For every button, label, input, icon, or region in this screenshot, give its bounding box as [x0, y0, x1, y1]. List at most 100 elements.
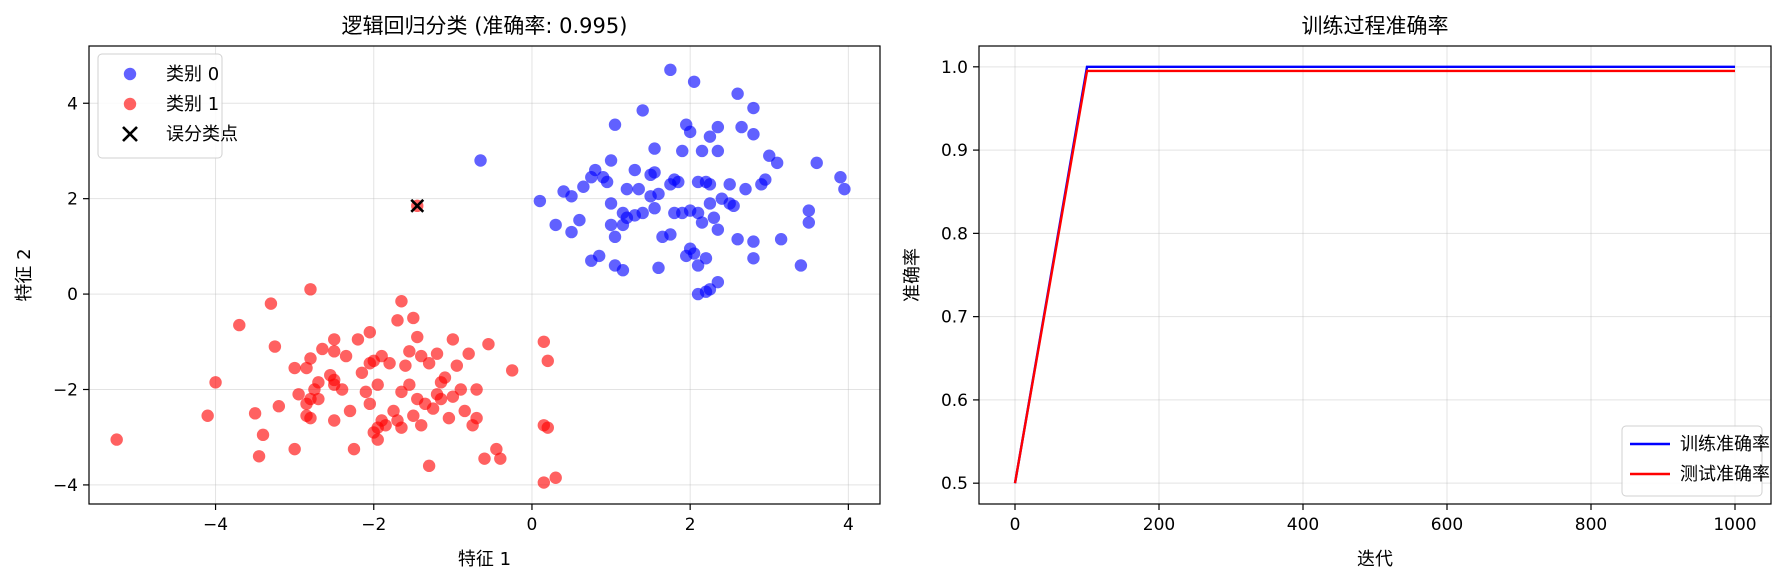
line-marks — [1013, 65, 1735, 484]
line-title: 训练过程准确率 — [1302, 14, 1449, 38]
class-0-point-90 — [715, 192, 728, 205]
class-1-point-25 — [383, 357, 396, 370]
scatter-marks — [110, 63, 851, 489]
class-1-point-58 — [458, 404, 471, 418]
class-0-point-39 — [577, 180, 590, 193]
class-1-point-71 — [466, 419, 479, 432]
class-1-point-70 — [415, 419, 428, 432]
class-0-point-4 — [636, 104, 649, 117]
class-0-point-84 — [691, 259, 705, 272]
class-1-point-92 — [450, 359, 464, 372]
line-x-tick-label-4: 800 — [1575, 515, 1607, 535]
class-1-point-39 — [308, 383, 321, 396]
class-1-point-74 — [256, 428, 270, 442]
class-0-point-76 — [680, 249, 693, 263]
scatter-legend-item-0: 类别 0 — [123, 64, 219, 85]
series-line-1 — [1013, 69, 1735, 484]
class-0-point-83 — [652, 261, 665, 275]
line-y-tick-label-5: 1.0 — [941, 58, 968, 78]
class-1-point-42 — [395, 385, 408, 399]
class-0-point-61 — [676, 206, 689, 220]
class-0-point-17 — [810, 156, 823, 170]
line-legend-label-1: 测试准确率 — [1680, 464, 1770, 485]
class-1-point-27 — [422, 357, 436, 370]
class-1-point-79 — [347, 442, 361, 456]
class-0-point-78 — [747, 252, 760, 265]
class-0-point-73 — [608, 230, 622, 244]
class-0-point-37 — [834, 170, 847, 184]
line-y-axis-label: 准确率 — [902, 248, 923, 302]
scatter-legend-item-2: 误分类点 — [122, 124, 238, 145]
class-0-point-51 — [691, 206, 705, 220]
class-0-point-42 — [632, 182, 645, 196]
class-1-point-1 — [395, 295, 408, 308]
class-0-point-44 — [739, 182, 752, 196]
class-0-point-9 — [703, 130, 717, 143]
line-x-tick-label-5: 1000 — [1713, 515, 1756, 535]
class-1-point-78 — [288, 442, 301, 456]
class-1-point-5 — [233, 318, 246, 332]
line-y-tick-label-0: 0.5 — [941, 474, 968, 494]
class-1-point-28 — [288, 361, 301, 375]
class-0-point-13 — [676, 144, 689, 158]
line-y-tick-label-3: 0.8 — [941, 224, 968, 244]
scatter-legend-label-2: 误分类点 — [166, 124, 238, 145]
class-1-point-47 — [312, 392, 325, 406]
class-1-point-87 — [324, 368, 337, 382]
class-0-point-49 — [648, 202, 661, 215]
line-y-tick-label-4: 0.9 — [941, 141, 968, 161]
class-1-point-20 — [415, 349, 428, 363]
class-1-point-90 — [379, 419, 392, 432]
scatter-x-tick-label-1: −2 — [361, 515, 386, 535]
class-1-point-89 — [367, 354, 380, 368]
line-x-tick-label-0: 0 — [1010, 515, 1021, 535]
class-1-point-11 — [268, 340, 282, 353]
class-0-point-19 — [604, 154, 618, 167]
class-1-point-30 — [355, 366, 369, 380]
class-1-point-10 — [446, 333, 460, 346]
class-0-point-89 — [703, 283, 717, 296]
line-legend-item-1: 测试准确率 — [1630, 464, 1770, 485]
class-0-point-69 — [664, 228, 677, 241]
class-1-point-59 — [248, 407, 262, 420]
scatter-legend-item-1: 类别 1 — [123, 94, 219, 115]
scatter-y-axis-label: 特征 2 — [14, 248, 35, 301]
scatter-legend-label-0: 类别 0 — [166, 64, 219, 85]
class-0-point-38 — [838, 182, 851, 196]
class-0-point-18 — [770, 156, 784, 170]
class-1-point-8 — [351, 333, 365, 346]
class-0-point-0 — [664, 63, 677, 77]
class-0-point-48 — [533, 194, 547, 208]
class-1-point-51 — [446, 390, 460, 403]
class-1-point-80 — [490, 442, 503, 456]
class-1-point-48 — [363, 397, 377, 411]
line-x-axis-label: 迭代 — [1357, 549, 1393, 570]
scatter-plot-frame — [88, 45, 881, 505]
line-x-tick-label-1: 200 — [1143, 515, 1175, 535]
scatter-legend: 类别 0 类别 1 误分类点 — [97, 53, 238, 159]
class-0-point-3 — [747, 101, 760, 115]
class-1-point-55 — [387, 404, 400, 418]
class-1-point-54 — [343, 404, 357, 418]
class-1-point-91 — [407, 409, 420, 422]
class-0-point-91 — [604, 197, 618, 210]
class-1-point-23 — [541, 354, 554, 368]
class-0-point-77 — [699, 252, 713, 265]
class-0-point-14 — [695, 144, 709, 158]
class-0-point-82 — [616, 264, 630, 277]
class-0-point-71 — [747, 235, 760, 248]
scatter-ticks: −4 −2 0 2 4 −4 −2 0 2 4 — [53, 94, 854, 535]
class-0-point-7 — [735, 120, 748, 134]
class-0-point-70 — [731, 233, 744, 246]
class-1-point-37 — [434, 376, 448, 389]
class-0-point-86 — [711, 275, 725, 289]
class-1-point-62 — [304, 411, 317, 425]
scatter-y-tick-label-4: 4 — [67, 94, 78, 114]
class-0-point-85 — [794, 259, 808, 272]
class-1-point-84 — [422, 459, 436, 473]
class-1-point-73 — [541, 421, 554, 434]
class-0-point-64 — [695, 216, 709, 229]
class-0-point-15 — [711, 144, 725, 158]
